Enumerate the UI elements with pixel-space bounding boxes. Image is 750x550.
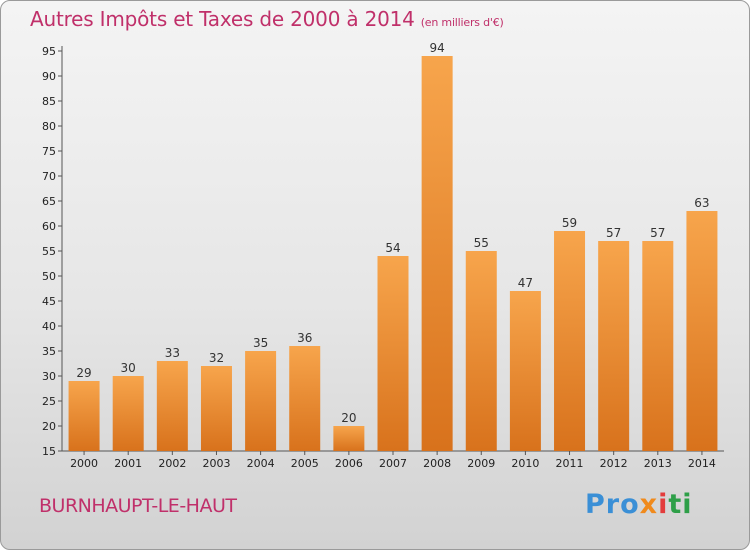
bar <box>289 346 321 451</box>
bar <box>112 376 144 451</box>
data-label: 47 <box>518 276 533 290</box>
y-tick-label: 45 <box>42 295 56 308</box>
y-tick-label: 95 <box>42 45 56 58</box>
bar <box>509 291 541 451</box>
data-label: 57 <box>606 226 621 240</box>
y-tick-label: 20 <box>42 420 56 433</box>
chart-title: Autres Impôts et Taxes de 2000 à 2014 (en… <box>30 7 504 31</box>
x-tick-label: 2010 <box>511 457 539 470</box>
location-name: BURNHAUPT-LE-HAUT <box>39 495 237 517</box>
bar <box>333 426 365 451</box>
y-tick-label: 65 <box>42 195 56 208</box>
bar <box>245 351 277 451</box>
data-label: 59 <box>562 216 577 230</box>
bar <box>68 381 100 451</box>
x-tick-label: 2001 <box>114 457 142 470</box>
x-tick-label: 2004 <box>247 457 275 470</box>
data-label: 20 <box>341 411 356 425</box>
bar <box>156 361 188 451</box>
data-label: 94 <box>429 41 444 55</box>
data-label: 54 <box>385 241 400 255</box>
x-tick-label: 2009 <box>467 457 495 470</box>
data-label: 36 <box>297 331 312 345</box>
data-label: 33 <box>165 346 180 360</box>
y-tick-label: 25 <box>42 395 56 408</box>
data-label: 32 <box>209 351 224 365</box>
x-tick-label: 2006 <box>335 457 363 470</box>
data-label: 30 <box>121 361 136 375</box>
y-tick-label: 90 <box>42 70 56 83</box>
y-tick-label: 40 <box>42 320 56 333</box>
x-tick-label: 2012 <box>600 457 628 470</box>
y-tick-label: 75 <box>42 145 56 158</box>
bar <box>377 256 409 451</box>
x-tick-label: 2014 <box>688 457 716 470</box>
proxiti-logo: Proxiti <box>585 489 693 520</box>
bar <box>465 251 497 451</box>
x-tick-label: 2000 <box>70 457 98 470</box>
x-tick-label: 2013 <box>644 457 672 470</box>
chart-title-text: Autres Impôts et Taxes de 2000 à 2014 <box>30 7 415 31</box>
x-tick-label: 2005 <box>291 457 319 470</box>
data-label: 57 <box>650 226 665 240</box>
y-tick-label: 15 <box>42 445 56 458</box>
data-label: 55 <box>474 236 489 250</box>
bar <box>598 241 630 451</box>
bar <box>642 241 674 451</box>
bar <box>421 56 453 451</box>
y-tick-label: 35 <box>42 345 56 358</box>
bar <box>554 231 586 451</box>
x-tick-label: 2008 <box>423 457 451 470</box>
chart-subtitle: (en milliers d'€) <box>420 16 504 29</box>
y-tick-label: 85 <box>42 95 56 108</box>
x-tick-label: 2003 <box>202 457 230 470</box>
x-tick-label: 2002 <box>158 457 186 470</box>
y-tick-label: 55 <box>42 245 56 258</box>
y-tick-label: 30 <box>42 370 56 383</box>
data-label: 29 <box>76 366 91 380</box>
bar <box>686 211 718 451</box>
y-tick-label: 50 <box>42 270 56 283</box>
bar <box>200 366 232 451</box>
data-label: 63 <box>694 196 709 210</box>
x-tick-label: 2007 <box>379 457 407 470</box>
y-tick-label: 80 <box>42 120 56 133</box>
x-tick-label: 2011 <box>556 457 584 470</box>
y-tick-label: 60 <box>42 220 56 233</box>
data-label: 35 <box>253 336 268 350</box>
y-tick-label: 70 <box>42 170 56 183</box>
